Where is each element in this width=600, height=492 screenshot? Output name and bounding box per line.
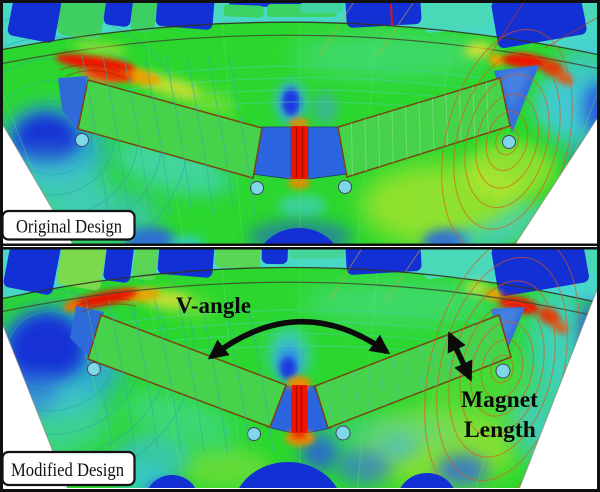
svg-text:Magnet: Magnet [461,387,538,413]
svg-text:Length: Length [464,417,536,443]
svg-text:Modified Design: Modified Design [11,460,124,481]
svg-text:Original Design: Original Design [16,217,122,238]
svg-text:V-angle: V-angle [176,293,251,318]
